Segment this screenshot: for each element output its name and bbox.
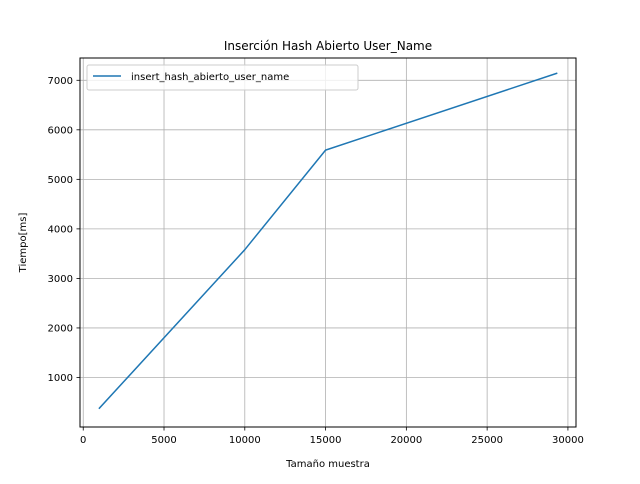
legend: insert_hash_abierto_user_name xyxy=(86,64,359,91)
legend-label: insert_hash_abierto_user_name xyxy=(131,72,289,83)
y-tick-label: 4000 xyxy=(48,224,73,235)
plot-frame xyxy=(79,57,577,428)
y-tick-label: 1000 xyxy=(48,373,73,384)
y-tick-label: 3000 xyxy=(48,274,73,285)
series-layer xyxy=(98,72,558,410)
x-axis-ticks: 0 5000 10000 15000 20000 25000 30000 xyxy=(80,427,584,446)
x-tick-label: 0 xyxy=(80,435,86,446)
y-tick-label: 6000 xyxy=(48,125,73,136)
x-tick-label: 30000 xyxy=(552,435,584,446)
y-axis-label: Tiempo[ms] xyxy=(18,213,29,274)
legend-box xyxy=(86,64,359,91)
x-axis-label: Tamaño muestra xyxy=(285,459,370,470)
chart-title: Inserción Hash Abierto User_Name xyxy=(224,39,432,53)
x-tick-label: 15000 xyxy=(310,435,342,446)
y-tick-label: 5000 xyxy=(48,175,73,186)
y-axis-ticks: 1000 2000 3000 4000 5000 6000 7000 xyxy=(48,76,80,384)
series-line-0 xyxy=(98,72,558,410)
x-tick-label: 10000 xyxy=(229,435,261,446)
y-tick-label: 7000 xyxy=(48,76,73,87)
x-tick-label: 25000 xyxy=(471,435,503,446)
x-tick-label: 20000 xyxy=(390,435,422,446)
x-tick-label: 5000 xyxy=(151,435,176,446)
y-tick-label: 2000 xyxy=(48,323,73,334)
